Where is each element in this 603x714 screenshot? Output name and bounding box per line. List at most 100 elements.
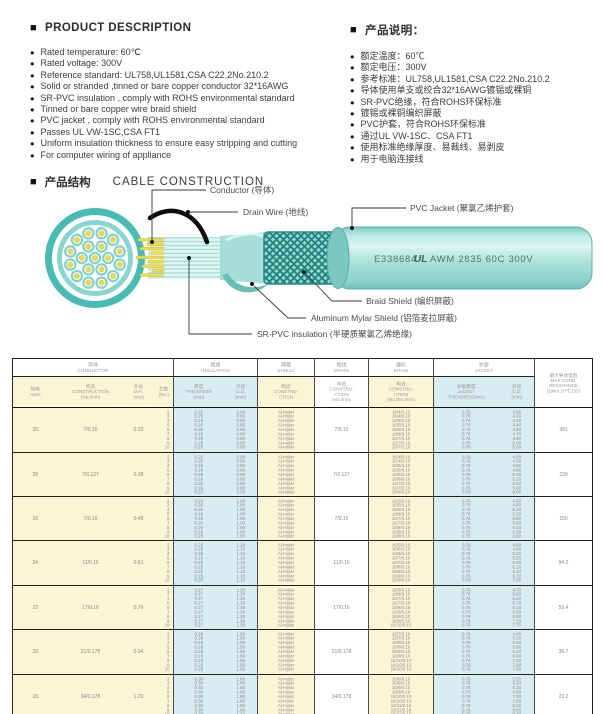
bullet-text: Passes UL VW-1SC,CSA FT1	[40, 126, 161, 137]
cell-shield: Al-mylar Al-mylar Al-mylar Al-mylar Al-mylar…	[257, 540, 315, 586]
cell-drain: 7/0.127	[314, 452, 369, 497]
cell-awg: 26	[12, 496, 58, 541]
cell-cores: 2 3 4 5 6 7 8 9 10	[153, 452, 174, 497]
cell-jacket_od: 4.50 4.80 5.10 5.30 5.60 5.80 6.10 6.30 6.50	[498, 496, 535, 541]
section-square-icon: ■	[30, 175, 37, 188]
bullet-item: ● SR-PVC绝缘，符合ROHS环保标准	[350, 97, 598, 108]
label-sr-pvc-insulation: SR-PVC insulation (半硬质聚氯乙烯绝缘)	[257, 329, 412, 339]
bullet-item: ● 使用标准绝缘厚度、易裁线、易剥皮	[350, 142, 598, 153]
bullet-icon: ●	[350, 63, 355, 73]
header-jacket_thickness: 护套厚度 JACKET THICKNESS(mm)	[433, 376, 499, 408]
bullet-icon: ●	[30, 105, 35, 115]
cell-jacket_od: 5.50 5.90 6.30 6.80 7.30 7.60 8.20 8.80 9.30	[498, 674, 535, 714]
table-row-awg-20: 20 21/0.178 0.94 2 3 4 5 6 7 8 9 10 0.28 0.28 0.28 0.28…	[12, 629, 593, 675]
cell-braid: 16/6/0.10 16/6/0.10 16/7/0.10 16/7/0.10 16/8…	[368, 585, 434, 630]
cell-shield: Al-mylar Al-mylar Al-mylar Al-mylar Al-mylar…	[257, 496, 315, 541]
cell-braid: 16/4/0.10 16/4/0.10 16/5/0.10 16/5/0.10 16/6…	[368, 452, 434, 497]
cell-drain: 7/0.16	[314, 496, 369, 541]
bullet-icon: ●	[30, 116, 35, 126]
cell-resistance: 94.2	[534, 540, 593, 586]
bullet-text: 镀锡或裸铜编织屏蔽	[360, 108, 442, 119]
cell-awg: 30	[12, 407, 58, 453]
header-braid: 构造 CONSTRU- CTION (No./No./mm)	[368, 376, 434, 408]
bullet-item: ● Rated voltage: 300V	[30, 58, 335, 69]
cell-jacket_thickness: 0.76 0.76 0.76 0.76 0.76 0.76 0.76 0.76 0.76	[433, 540, 499, 586]
cell-dia: 1.20	[122, 674, 154, 714]
bullet-icon: ●	[350, 154, 355, 164]
cell-braid: 16/7/0.10 16/7/0.10 16/8/0.10 16/8/0.10 16/9…	[368, 629, 434, 675]
cell-ins_od: 1.50 1.50 1.50 1.50 1.50 1.50 1.50 1.50 1.50	[223, 629, 258, 675]
bullet-text: SR-PVC insulation , comply with ROHS env…	[40, 92, 295, 103]
bullet-item: ● PVC护套，符合ROHS环保标准	[350, 119, 598, 130]
leader-dots	[150, 210, 354, 286]
cell-drain: 34/0.178	[314, 674, 369, 714]
cell-construction: 11/0.16	[57, 540, 123, 586]
header-construction: 构造 CONSTRUCTION (No./mm)	[57, 376, 123, 408]
cell-ins_od: 1.80 1.80 1.80 1.80 1.80 1.80 1.80 1.80 1.80	[223, 674, 258, 714]
bullet-text: Rated voltage: 300V	[40, 58, 123, 69]
bullet-icon: ●	[350, 86, 355, 96]
bullet-item: ● 通过UL VW-1SC、CSA FT1	[350, 131, 598, 142]
cell-cores: 2 3 4 5 6 7 8 9 10	[153, 629, 174, 675]
cell-drain: 11/0.16	[314, 540, 369, 586]
cell-jacket_od: 4.80 5.10 5.50 5.90 6.40 6.80 7.30 7.60 7.90	[498, 629, 535, 675]
table-row-awg-18: 18 34/0.178 1.20 2 3 4 5 6 7 8 9 10 0.30 0.30 0.30 0.30…	[12, 674, 593, 714]
bullet-icon: ●	[30, 82, 35, 92]
cell-ins_od: 0.90 0.90 0.90 0.90 0.90 0.90 0.90 0.90 0.90	[223, 452, 258, 497]
table-row-awg-24: 24 11/0.16 0.61 2 3 4 5 6 7 8 9 10 0.25 0.25 0.25 0.25 0…	[12, 540, 593, 586]
cell-jacket_thickness: 0.76 0.76 0.76 0.76 0.76 0.76 0.76 0.76 0.76	[433, 407, 499, 453]
cell-dia: 0.30	[122, 407, 154, 453]
section-square-icon: ■	[350, 23, 358, 36]
cell-jacket_thickness: 0.76 0.76 0.76 0.76 0.76 0.76 0.76 0.76 0.76	[433, 496, 499, 541]
bullet-item: ● 镀锡或裸铜编织屏蔽	[350, 108, 598, 119]
cell-ins_thickness: 0.26 0.26 0.26 0.26 0.26 0.26 0.26 0.26 0.26	[173, 496, 224, 541]
bullet-item: ● 额定温度：60℃	[350, 51, 598, 62]
cell-shield: Al-mylar Al-mylar Al-mylar Al-mylar Al-mylar…	[257, 629, 315, 675]
cell-ins_od: 1.10 1.10 1.10 1.10 1.10 1.10 1.10 1.10 1.10	[223, 540, 258, 586]
spec-table-wrap: 导体 CONDUCTOR 绝缘 INSULATION 屏蔽 SHIELD 地线 DRAIN 编织…	[12, 358, 594, 714]
cell-dia: 0.48	[122, 496, 154, 541]
bullet-item: ● 参考标准：UL758,UL1581,CSA C22.2No.210.2	[350, 74, 598, 85]
cell-dia: 0.61	[122, 540, 154, 586]
cell-cores: 2 3 4 5 6 7 8 9 10	[153, 585, 174, 630]
table-row-awg-22: 22 17/0.16 0.76 2 3 4 5 6 7 8 9 10 0.27 0.27 0.27 0.27 0…	[12, 585, 593, 630]
product-notes-title: ■ 产品说明：	[350, 22, 598, 38]
cell-cores: 2 3 4 5 6 7 8 9 10	[153, 674, 174, 714]
conductor-strands	[135, 238, 165, 277]
header-dia: 外径 DIA. (mm)	[122, 376, 154, 408]
cell-cores: 2 3 4 5 6 7 8 9 10	[153, 540, 174, 586]
section-title-text: 产品说明：	[365, 25, 425, 37]
cell-awg: 20	[12, 629, 58, 675]
bullet-item: ● 用于电脑连接线	[350, 154, 598, 165]
table-row-awg-28: 28 7/0.127 0.38 2 3 4 5 6 7 8 9 10 0.26 0.26 0.26 0.26 0…	[12, 452, 593, 497]
bullet-icon: ●	[30, 139, 35, 149]
bullet-text: Rated temperature: 60℃	[40, 47, 141, 57]
cross-section-core-wires	[64, 227, 126, 289]
bullet-icon: ●	[30, 150, 35, 160]
cell-resistance: 239	[534, 452, 593, 497]
table-detail-header-row: 规格 AWG 构造 CONSTRUCTION (No./mm) 外径 DIA. (mm) 芯数(…	[12, 376, 593, 408]
bullet-item: ● Passes UL VW-1SC,CSA FT1	[30, 127, 335, 138]
bullet-text: 额定温度：60℃	[360, 51, 425, 61]
cell-ins_thickness: 0.27 0.27 0.27 0.27 0.27 0.27 0.27 0.27 0.27	[173, 585, 224, 630]
bullet-text: PVC护套，符合ROHS环保标准	[360, 119, 487, 130]
cell-ins_thickness: 0.26 0.26 0.26 0.26 0.26 0.26 0.26 0.26 0.26	[173, 452, 224, 497]
bullet-item: ● For computer wiring of appliance	[30, 150, 335, 161]
cell-ins_thickness: 0.25 0.25 0.25 0.25 0.25 0.25 0.25 0.25 0.25	[173, 540, 224, 586]
bullet-item: ● SR-PVC insulation , comply with ROHS en…	[30, 93, 335, 104]
header-awg: 规格 AWG	[12, 376, 58, 408]
bullet-icon: ●	[30, 48, 35, 57]
label-conductor: Conductor (导体)	[210, 185, 274, 195]
header-ins_od: 外径 O.D. (mm)	[223, 376, 258, 408]
bullet-icon: ●	[350, 74, 355, 84]
cell-construction: 7/0.16	[57, 496, 123, 541]
cell-cores: 2 3 4 5 6 7 8 9 10	[153, 407, 174, 453]
cell-construction: 34/0.178	[57, 674, 123, 714]
jacket-print-spec: AWM 2835 60C 300V	[430, 254, 533, 265]
bullet-text: Uniform insulation thickness to ensure e…	[40, 138, 298, 149]
table-group-header-row: 导体 CONDUCTOR 绝缘 INSULATION 屏蔽 SHIELD 地线 DRAIN 编织…	[12, 358, 593, 408]
label-braid-shield: Braid Shield (编织屏蔽)	[366, 296, 454, 306]
header-ins_thickness: 厚度 THICKNESS (mm)	[173, 376, 224, 408]
bullet-text: For computer wiring of appliance	[40, 149, 172, 160]
